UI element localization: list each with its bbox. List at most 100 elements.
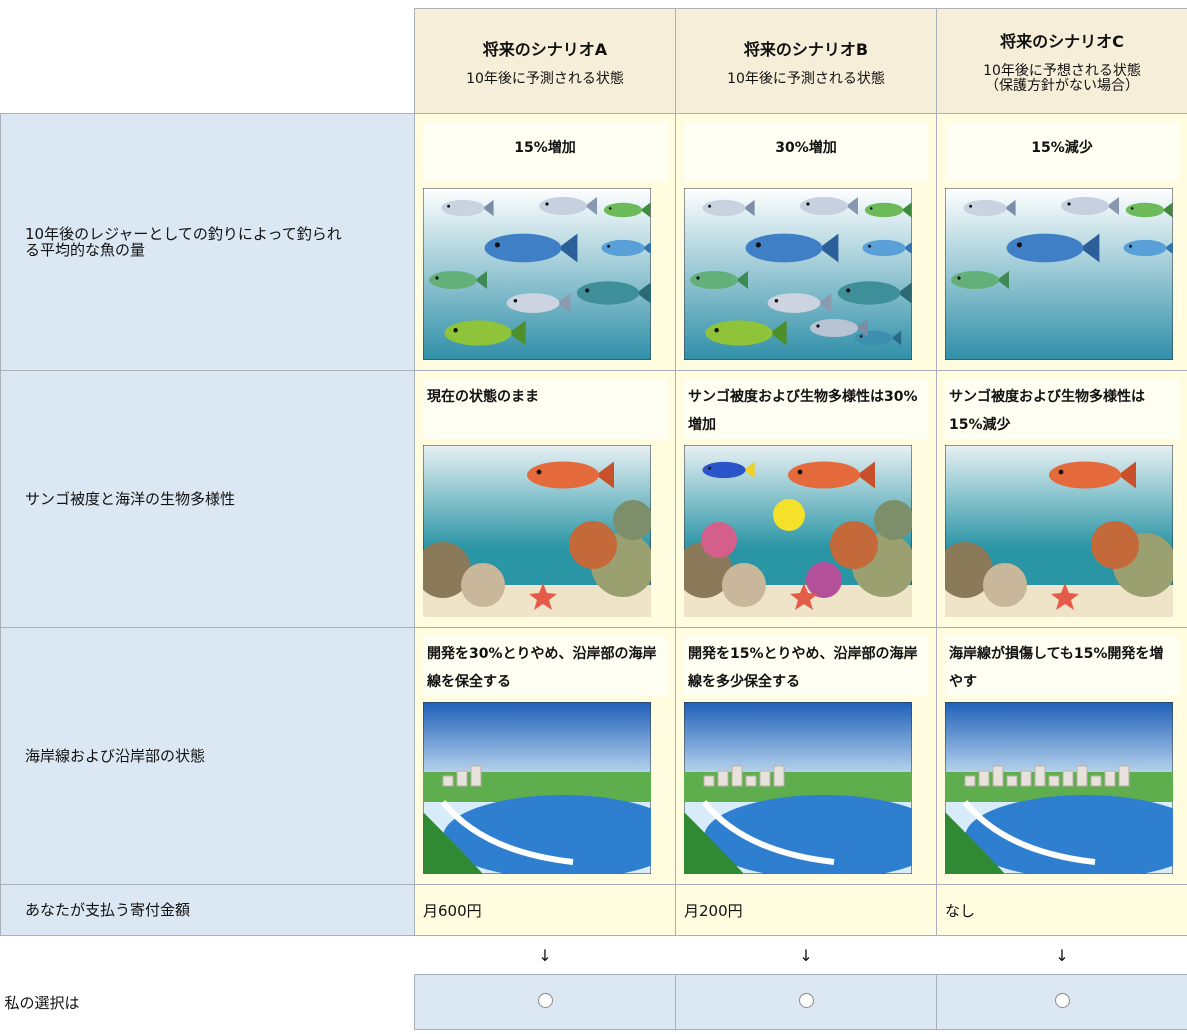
tail: [997, 271, 1009, 289]
coral: [983, 563, 1027, 607]
caption: 30%増加: [684, 122, 928, 182]
building: [1006, 775, 1018, 787]
illustration: [945, 188, 1173, 360]
row-label: 10年後のレジャーとしての釣りによって釣られる平均的な魚の量: [0, 113, 415, 371]
fish-body: [1061, 197, 1109, 215]
illustration: [945, 445, 1173, 617]
scenario-cell: 15%減少: [936, 113, 1187, 371]
tail: [856, 319, 868, 337]
coral: [806, 562, 842, 598]
tail: [819, 233, 839, 263]
fish-body: [705, 320, 773, 346]
header-cell: 将来のシナリオC 10年後に予想される状態 （保護方針がない場合）: [936, 8, 1187, 114]
fish: [603, 202, 651, 218]
scenario-cell: 海岸線が損傷しても15%開発を増やす: [936, 627, 1187, 885]
fish-body: [690, 271, 738, 289]
eye: [435, 276, 439, 280]
caption: サンゴ被度および生物多様性は15%減少: [945, 379, 1179, 439]
illustration: [684, 188, 912, 360]
hill: [684, 812, 744, 874]
fish: [527, 461, 614, 489]
header-cell: 将来のシナリオB 10年後に予測される状態: [675, 8, 937, 114]
fish: [705, 320, 787, 346]
beach: [701, 800, 835, 865]
building: [1062, 770, 1074, 787]
scenario-cell: 現在の状態のまま: [414, 370, 676, 628]
choice-table: 将来のシナリオA 10年後に予測される状態 将来のシナリオB 10年後に予測される状…: [0, 8, 1187, 1030]
illustration: [684, 445, 912, 617]
fish-body: [527, 461, 599, 489]
caption: 開発を15%とりやめ、沿岸部の海岸線を多少保全する: [684, 636, 928, 696]
eye: [1058, 469, 1064, 475]
eye: [846, 288, 851, 293]
choice-row: 私の選択は: [1, 974, 1187, 1030]
fish: [506, 293, 571, 313]
fish-body: [702, 199, 746, 217]
scenario-cell: 開発を15%とりやめ、沿岸部の海岸線を多少保全する: [675, 627, 937, 885]
radio-button[interactable]: [798, 992, 814, 1008]
blank: [1, 9, 415, 114]
coral: [874, 500, 912, 540]
illustration: [423, 188, 651, 360]
arrow: ↓: [538, 945, 552, 965]
scenario-subtitle: 10年後に予測される状態: [466, 70, 624, 87]
caption: 開発を30%とりやめ、沿岸部の海岸線を保全する: [423, 636, 667, 696]
building: [456, 770, 468, 787]
fish-body: [484, 233, 562, 263]
building: [1034, 765, 1046, 787]
illustration: [423, 445, 651, 617]
fish-body: [864, 202, 904, 218]
fish: [800, 197, 858, 215]
fish: [690, 271, 748, 289]
fish-body: [810, 319, 858, 337]
row-label: サンゴ被度と海洋の生物多様性: [0, 370, 415, 628]
fish-body: [745, 233, 823, 263]
scenario-subtitle: （保護方針がない場合）: [985, 78, 1139, 94]
fish: [702, 199, 755, 217]
hill: [945, 812, 1005, 874]
fish-body: [1006, 233, 1084, 263]
fish: [963, 199, 1016, 217]
eye: [859, 335, 863, 338]
choice-label: 私の選択は: [4, 993, 80, 1012]
fish: [444, 320, 526, 346]
blank: [1, 936, 415, 975]
fish: [837, 281, 912, 305]
fish: [1006, 233, 1100, 263]
fish-body: [539, 197, 587, 215]
building: [470, 765, 482, 787]
row-label: あなたが支払う寄付金額: [0, 884, 415, 936]
fish-body: [429, 271, 477, 289]
radio-button[interactable]: [1054, 992, 1070, 1008]
radio-button[interactable]: [537, 992, 553, 1008]
fish-body: [767, 293, 821, 313]
fish-body: [444, 320, 512, 346]
building: [1104, 770, 1116, 787]
illustration: [684, 702, 912, 874]
arrow-row: ↓ ↓ ↓: [1, 936, 1187, 975]
caption: 海岸線が損傷しても15%開発を増やす: [945, 636, 1179, 696]
fish-body: [601, 239, 645, 257]
building: [703, 775, 715, 787]
coral: [830, 521, 878, 569]
tail: [1118, 461, 1136, 489]
eye: [806, 202, 810, 206]
eye: [1130, 207, 1134, 210]
tail: [1162, 202, 1173, 218]
payment-cell: 月600円: [414, 884, 676, 936]
bay: [704, 795, 912, 874]
fish-body: [576, 281, 640, 305]
eye: [714, 327, 719, 333]
fish-body: [441, 199, 485, 217]
tail: [743, 199, 755, 217]
building: [717, 770, 729, 787]
bay: [443, 795, 651, 874]
scenario-cell: 開発を30%とりやめ、沿岸部の海岸線を保全する: [414, 627, 676, 885]
coral: [569, 521, 617, 569]
tail: [585, 197, 597, 215]
scenario-cell: サンゴ被度および生物多様性は30%増加: [675, 370, 937, 628]
eye: [708, 204, 712, 208]
tail: [901, 202, 912, 218]
beach: [962, 800, 1096, 865]
beach: [440, 800, 574, 865]
